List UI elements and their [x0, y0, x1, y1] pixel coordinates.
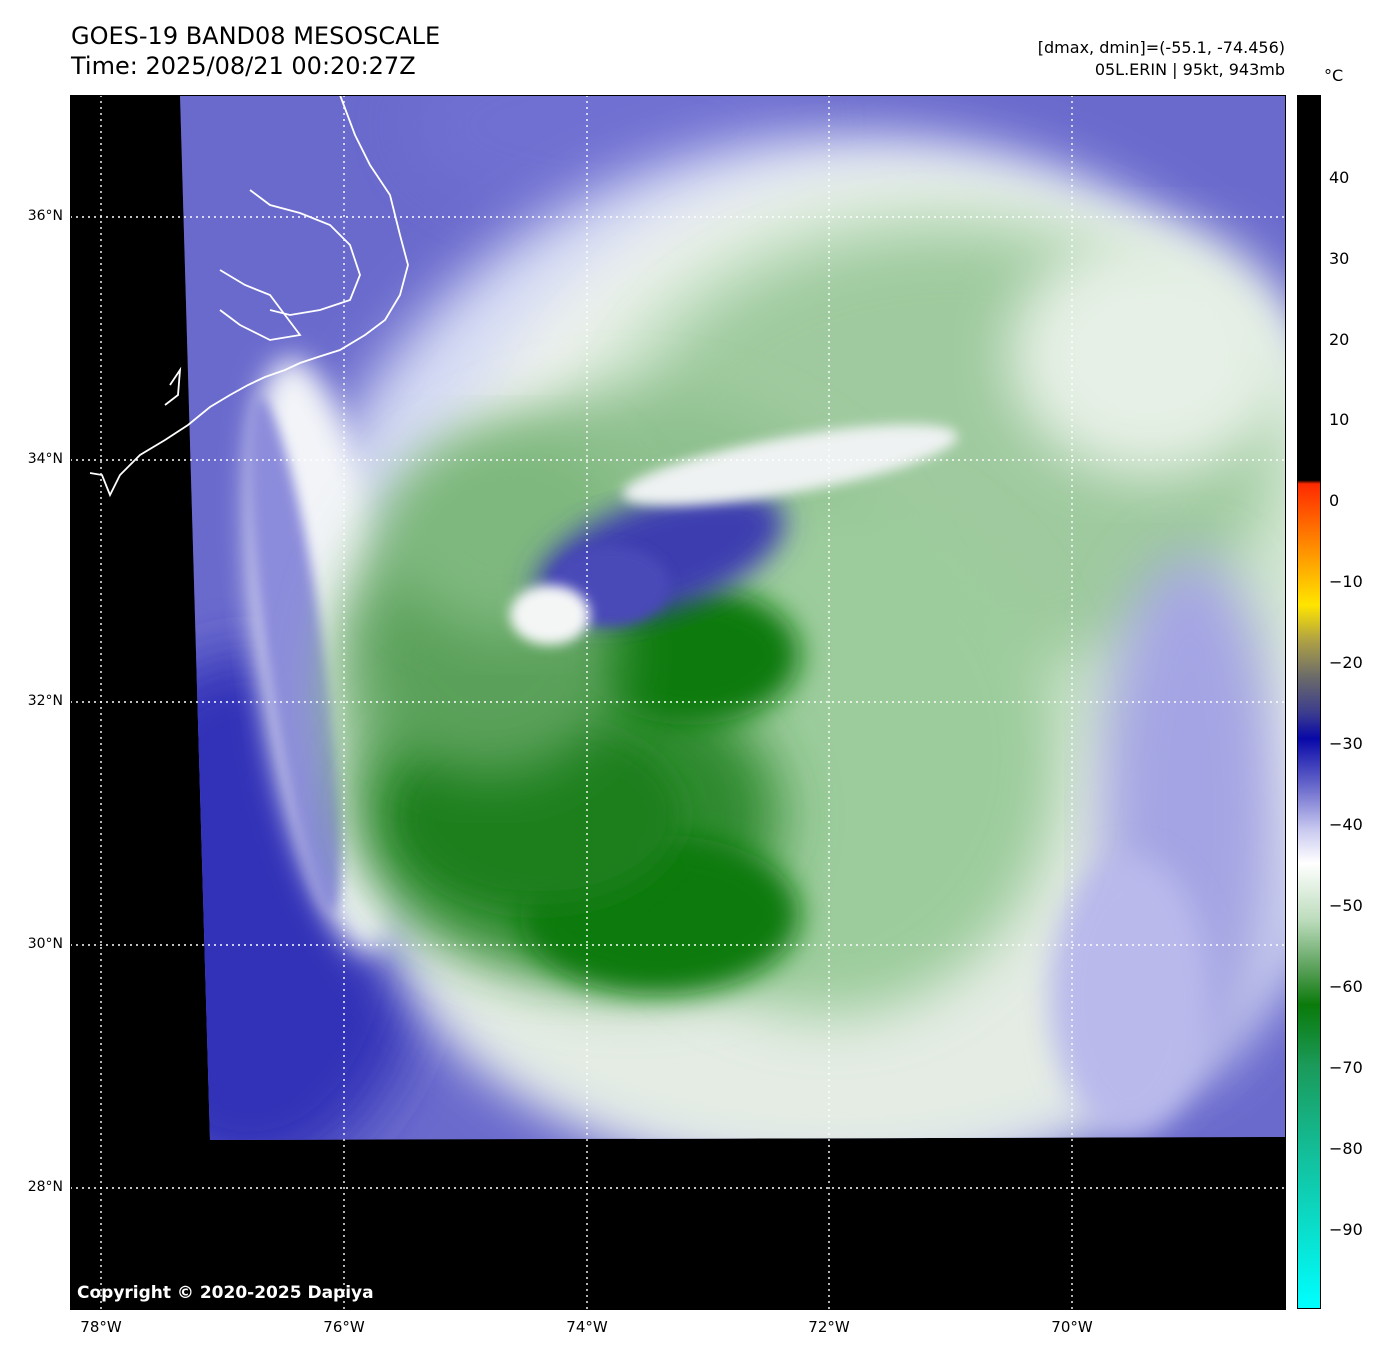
coastline [89, 95, 409, 498]
imagery-swath [180, 95, 1286, 1140]
data-range-label: [dmax, dmin]=(-55.1, -74.456) [1037, 38, 1285, 57]
colorbar-tick-label: 40 [1329, 168, 1350, 187]
colorbar-tick-label: −40 [1329, 815, 1363, 834]
colorbar-tick-label: −70 [1329, 1058, 1363, 1077]
colorbar-tick-label: −10 [1329, 572, 1363, 591]
satellite-map[interactable] [70, 95, 1286, 1310]
x-tick-label: 74°W [566, 1318, 608, 1336]
satellite-imagery [70, 95, 1286, 1310]
map-title: GOES-19 BAND08 MESOSCALE [71, 22, 441, 50]
grid-lines [70, 95, 1286, 1310]
colorbar-tick-label: 0 [1329, 491, 1340, 510]
colorbar-tick-label: −80 [1329, 1139, 1363, 1158]
colorbar-tick-label: −30 [1329, 734, 1363, 753]
colorbar-tick-label: −90 [1329, 1220, 1363, 1239]
y-tick-label: 34°N [27, 451, 63, 467]
storm-info-label: 05L.ERIN | 95kt, 943mb [1094, 60, 1285, 79]
y-tick-label: 28°N [27, 1179, 63, 1195]
y-tick-label: 30°N [27, 936, 63, 952]
colorbar-tick-label: −20 [1329, 653, 1363, 672]
x-tick-label: 72°W [808, 1318, 850, 1336]
colorbar-tick-label: 20 [1329, 330, 1350, 349]
x-tick-label: 70°W [1051, 1318, 1093, 1336]
colorbar-tick-label: −60 [1329, 977, 1363, 996]
colorbar-tick-label: 30 [1329, 249, 1350, 268]
colorbar-tick-label: 10 [1329, 410, 1350, 429]
colorbar-tick-label: −50 [1329, 896, 1363, 915]
copyright-notice: Copyright © 2020-2025 Dapiya [77, 1283, 374, 1303]
temperature-colorbar [1297, 95, 1321, 1309]
y-tick-label: 32°N [27, 693, 63, 709]
map-timestamp: Time: 2025/08/21 00:20:27Z [71, 52, 416, 80]
x-tick-label: 78°W [80, 1318, 122, 1336]
x-tick-label: 76°W [323, 1318, 365, 1336]
colorbar-unit-label: °C [1324, 66, 1344, 85]
y-tick-label: 36°N [27, 208, 63, 224]
